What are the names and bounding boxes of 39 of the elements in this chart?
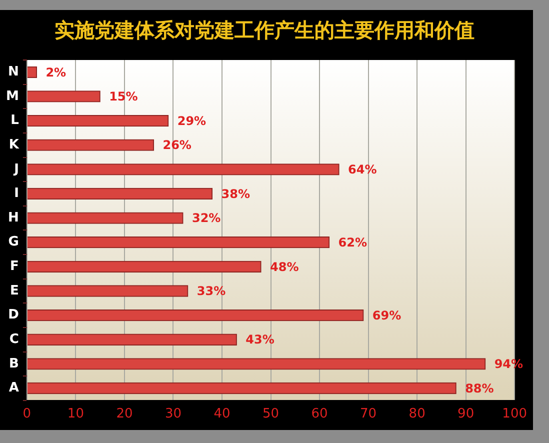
data-label: 15% [109,90,138,104]
y-tick-label: J [13,162,19,177]
x-tick-label: 100 [502,406,528,422]
data-label: 88% [465,381,494,396]
data-label: 62% [338,235,368,250]
x-tick-label: 30 [164,406,182,422]
x-tick-label: 10 [67,406,84,422]
x-tick-label: 90 [458,406,474,422]
y-tick-label: L [10,113,19,128]
data-label: 26% [162,138,192,152]
data-label: 64% [348,162,377,177]
data-label: 69% [372,308,402,322]
x-tick-label: 40 [214,406,230,422]
data-label: 33% [196,284,226,298]
data-label: 38% [221,186,250,201]
x-tick-label: 70 [360,406,377,422]
x-tick-label: 60 [311,406,328,422]
data-label: 48% [270,260,299,274]
x-tick-label: 50 [262,406,280,422]
y-tick-label: B [9,356,19,372]
y-tick-label: G [8,234,19,250]
y-tick-label: N [8,64,19,80]
y-tick-label: E [10,283,19,298]
data-label: 43% [246,332,274,347]
x-tick-label: 0 [22,406,32,422]
y-tick-label: K [8,137,20,152]
y-tick-label: D [8,308,20,323]
y-tick-label: H [8,210,19,226]
y-tick-label: C [9,332,19,347]
chart-title: 实施党建体系对党建工作产生的主要作用和价值 [54,19,474,42]
x-tick-label: 80 [408,406,426,422]
data-label: 32% [192,211,221,226]
y-tick-label: I [14,186,19,202]
x-tick-label: 20 [116,406,133,422]
y-tick-label: F [10,259,19,274]
data-label: 2% [46,65,66,80]
data-label: 29% [177,114,206,128]
y-tick-label: M [6,88,19,104]
y-tick-label: A [8,380,19,396]
